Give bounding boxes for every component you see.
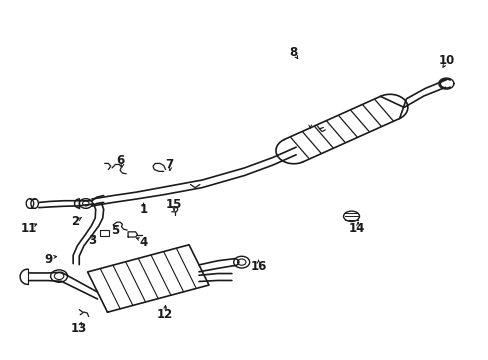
Text: 3: 3: [88, 234, 96, 247]
Text: 16: 16: [250, 260, 266, 273]
Text: 2: 2: [71, 215, 80, 228]
Text: 12: 12: [156, 308, 172, 321]
Text: 10: 10: [437, 54, 453, 67]
Text: 14: 14: [348, 222, 365, 235]
Text: 13: 13: [71, 322, 87, 335]
Text: 8: 8: [289, 46, 297, 59]
Text: 7: 7: [165, 158, 173, 171]
Text: 6: 6: [116, 154, 124, 167]
Text: 5: 5: [111, 224, 119, 237]
Text: 1: 1: [139, 203, 147, 216]
Text: 11: 11: [20, 222, 37, 235]
Bar: [100, 230, 109, 236]
Text: 15: 15: [165, 198, 182, 211]
Text: 4: 4: [139, 236, 147, 249]
Text: 9: 9: [44, 253, 52, 266]
